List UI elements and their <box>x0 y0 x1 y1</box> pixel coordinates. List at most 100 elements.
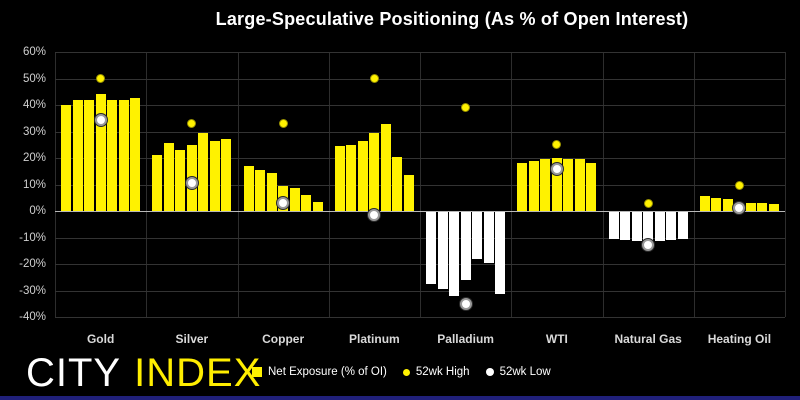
bar-natural-gas-4 <box>654 211 665 242</box>
52wk-low-marker <box>185 177 198 190</box>
gridline <box>55 290 785 292</box>
bar-gold-4 <box>107 99 118 211</box>
bottom-accent-strip <box>0 396 800 400</box>
bar-silver-2 <box>175 150 186 211</box>
bar-wti-0 <box>517 163 528 211</box>
bar-wti-2 <box>540 159 551 211</box>
52wk-low-marker <box>733 202 746 215</box>
gridline <box>55 105 785 106</box>
zero-line <box>55 211 785 212</box>
bar-heating-oil-2 <box>722 199 733 211</box>
y-axis-label: 30% <box>22 125 46 138</box>
legend-dot-icon <box>402 368 410 376</box>
bar-copper-1 <box>255 169 266 211</box>
52wk-high-marker <box>369 74 379 83</box>
52wk-low-marker <box>277 197 290 210</box>
category-label-copper: Copper <box>262 332 305 346</box>
bar-wti-1 <box>528 160 539 211</box>
category-label-natural-gas: Natural Gas <box>614 332 682 346</box>
bar-copper-2 <box>266 172 277 211</box>
bar-silver-5 <box>209 140 220 211</box>
chart-title: Large-Speculative Positioning (As % of O… <box>215 9 689 29</box>
bar-natural-gas-6 <box>677 211 688 239</box>
category-label-platinum: Platinum <box>349 332 400 346</box>
legend-item: 52wk Low <box>485 366 551 378</box>
bar-gold-0 <box>61 105 72 211</box>
bar-palladium-5 <box>483 211 494 263</box>
y-axis-label: 20% <box>22 152 46 164</box>
52wk-low-marker <box>368 208 381 221</box>
city-index-logo: CITY INDEX <box>26 353 261 393</box>
legend-square-icon <box>252 367 262 377</box>
bar-natural-gas-1 <box>620 211 631 241</box>
bar-gold-2 <box>84 99 95 211</box>
category-label-silver: Silver <box>175 332 209 346</box>
gridline <box>55 317 785 318</box>
legend-dot-icon <box>485 368 494 376</box>
52wk-high-marker <box>278 119 288 129</box>
bar-silver-6 <box>221 139 232 211</box>
bar-wti-4 <box>563 159 574 211</box>
bar-copper-4 <box>289 188 300 211</box>
legend-label: Net Exposure (% of OI) <box>268 366 387 378</box>
gridline <box>55 184 785 186</box>
52wk-high-marker <box>643 198 653 208</box>
bar-copper-6 <box>312 201 323 211</box>
bar-natural-gas-3 <box>643 211 654 243</box>
52wk-low-marker <box>94 113 107 126</box>
legend-item: Net Exposure (% of OI) <box>252 366 387 378</box>
bar-palladium-1 <box>437 211 448 290</box>
y-axis-label: -20% <box>19 258 46 270</box>
category-label-heating-oil: Heating Oil <box>707 332 772 346</box>
bar-wti-6 <box>586 163 597 211</box>
bar-platinum-3 <box>369 132 380 211</box>
y-axis-label: 0% <box>29 205 46 217</box>
52wk-high-marker <box>96 74 106 83</box>
bar-platinum-0 <box>334 146 345 211</box>
y-axis-label: 10% <box>22 178 46 191</box>
bar-wti-5 <box>574 159 585 211</box>
bar-gold-5 <box>118 99 129 211</box>
bar-gold-1 <box>72 99 83 211</box>
legend-item: 52wk High <box>402 366 470 378</box>
logo-text-city: CITY <box>26 351 122 395</box>
gridline <box>55 131 785 133</box>
bar-palladium-6 <box>495 211 506 295</box>
bar-platinum-4 <box>380 123 391 211</box>
52wk-high-marker <box>734 181 744 191</box>
bar-silver-1 <box>163 143 174 211</box>
bar-copper-0 <box>243 165 254 211</box>
bar-platinum-6 <box>403 175 414 211</box>
chart-legend: Net Exposure (% of OI) 52wk High 52wk Low <box>252 366 551 378</box>
gridline <box>55 237 785 239</box>
bar-palladium-2 <box>449 211 460 296</box>
gridline <box>55 52 785 53</box>
category-label-wti: WTI <box>545 332 568 346</box>
bar-heating-oil-5 <box>757 203 768 211</box>
bar-platinum-2 <box>357 140 368 211</box>
52wk-low-marker <box>459 297 472 310</box>
bar-heating-oil-6 <box>768 204 779 211</box>
y-axis-label: 40% <box>22 99 46 111</box>
52wk-high-marker <box>187 119 197 129</box>
vertical-gridline <box>785 52 786 317</box>
plot-area <box>55 52 786 318</box>
category-label-palladium: Palladium <box>437 332 494 346</box>
legend-label: 52wk Low <box>499 366 551 378</box>
bar-silver-0 <box>152 155 163 211</box>
category-label-gold: Gold <box>86 332 115 346</box>
52wk-high-marker <box>552 140 562 150</box>
bar-silver-4 <box>198 132 209 211</box>
52wk-high-marker <box>461 103 471 113</box>
bar-heating-oil-4 <box>745 203 756 211</box>
bar-palladium-0 <box>426 211 437 284</box>
52wk-low-marker <box>550 162 563 175</box>
y-axis-label: -30% <box>19 284 46 297</box>
bar-platinum-5 <box>392 156 403 211</box>
gridline <box>55 158 785 159</box>
bar-copper-5 <box>301 195 312 211</box>
bar-palladium-4 <box>472 211 483 259</box>
gridline <box>55 264 785 265</box>
bar-natural-gas-5 <box>666 211 677 241</box>
